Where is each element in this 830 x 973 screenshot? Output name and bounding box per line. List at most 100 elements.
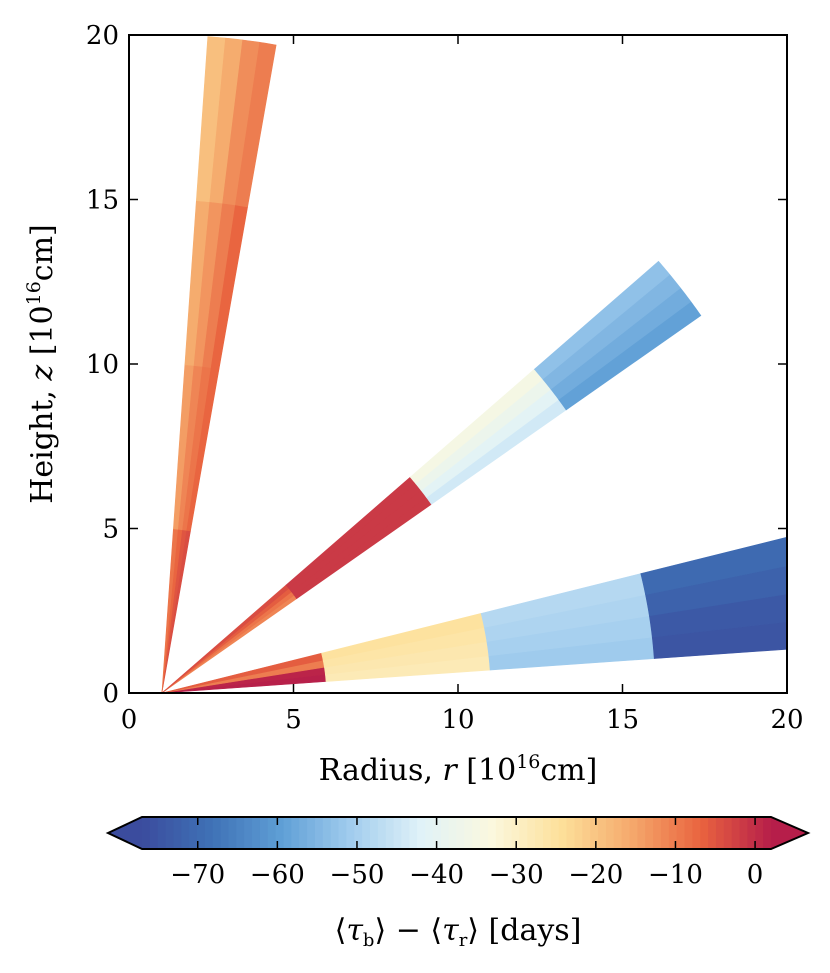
colorbar-segment <box>425 817 434 849</box>
colorbar-segment <box>448 817 458 849</box>
colorbar-segment <box>692 817 701 849</box>
wedge-cell <box>288 483 422 593</box>
x-tick-label: 0 <box>121 705 138 735</box>
wedge-cell <box>195 36 226 203</box>
colorbar-tick-label: −30 <box>489 860 544 890</box>
colorbar-segment <box>723 817 733 849</box>
colorbar-segment <box>220 817 230 849</box>
colorbar-segment <box>370 817 379 849</box>
colorbar-segment <box>535 817 544 849</box>
colorbar-segment <box>653 817 662 849</box>
colorbar-segment <box>236 817 245 849</box>
colorbar-segment <box>314 817 324 849</box>
colorbar-tick-label: −40 <box>409 860 464 890</box>
x-tick-label: 20 <box>770 705 803 735</box>
colorbar-segment <box>605 817 615 849</box>
colorbar-segment <box>197 817 206 849</box>
colorbar-segment <box>598 817 607 849</box>
colorbar-segment <box>440 817 450 849</box>
colorbar-segment <box>464 817 473 849</box>
colorbar-segment <box>487 817 497 849</box>
wedge-cell <box>291 490 427 596</box>
colorbar-segment <box>212 817 222 849</box>
colorbar-segment <box>173 817 182 849</box>
colorbar-segment <box>417 817 426 849</box>
x-tick-label: 5 <box>285 705 302 735</box>
colorbar-segment <box>259 817 269 849</box>
colorbar-segment <box>472 817 481 849</box>
colorbar-tick-label: −70 <box>170 860 225 890</box>
colorbar-segment <box>244 817 253 849</box>
wedge-cell <box>293 496 432 600</box>
colorbar-segment <box>252 817 261 849</box>
colorbar-segment <box>189 817 198 849</box>
colorbar-segment <box>621 817 631 849</box>
wedge-cell <box>640 536 787 595</box>
colorbar-segment <box>582 817 591 849</box>
wedge-steep <box>161 36 277 693</box>
colorbar-segment <box>377 817 387 849</box>
colorbar-segment <box>590 817 599 849</box>
wedge-cell <box>533 260 671 380</box>
colorbar-segment <box>629 817 638 849</box>
colorbar-tick-label: −10 <box>648 860 703 890</box>
colorbar-segment <box>346 817 355 849</box>
colorbar-tick-label: −20 <box>568 860 623 890</box>
wedge-mid <box>161 260 702 693</box>
colorbar-segment <box>322 817 332 849</box>
colorbar-segment <box>613 817 623 849</box>
colorbar-segment <box>731 817 741 849</box>
colorbar-segment <box>715 817 725 849</box>
colorbar-segment <box>708 817 717 849</box>
colorbar-tick-label: −50 <box>330 860 385 890</box>
x-axis-title: Radius, r [1016cm] <box>319 751 598 788</box>
colorbar-segment <box>275 817 285 849</box>
colorbar-segment <box>542 817 552 849</box>
colorbar-segment <box>700 817 709 849</box>
colorbar-segment <box>330 817 340 849</box>
colorbar-segment <box>480 817 489 849</box>
y-axis-title: Height, z [1016cm] <box>23 224 60 504</box>
y-tick-label: 20 <box>86 21 119 51</box>
y-tick-label: 0 <box>102 679 119 709</box>
colorbar-segment <box>660 817 670 849</box>
colorbar-segment <box>511 817 520 849</box>
colorbar-segment <box>165 817 175 849</box>
colorbar-tick-label: 0 <box>747 860 764 890</box>
colorbar-segment <box>755 817 764 849</box>
colorbar-label: ⟨τb⟩ − ⟨τr⟩ [days] <box>335 913 582 951</box>
colorbar-extend-low <box>108 817 142 849</box>
x-tick-label: 15 <box>606 705 639 735</box>
colorbar-segment <box>558 817 568 849</box>
colorbar-segment <box>362 817 371 849</box>
y-tick-label: 10 <box>86 350 119 380</box>
wedge-cell <box>420 388 560 498</box>
colorbar-segment <box>401 817 410 849</box>
colorbar-segment <box>763 817 772 849</box>
colorbar-segment <box>527 817 536 849</box>
axis-ticks: 0 5 10 15 20 0 5 10 15 20 <box>86 21 804 735</box>
colorbar-tick-label: −60 <box>250 860 305 890</box>
colorbar-segment <box>291 817 300 849</box>
colorbar-segment <box>574 817 583 849</box>
colorbar-segment <box>747 817 756 849</box>
colorbar-segment <box>668 817 678 849</box>
colorbar-segment <box>307 817 316 849</box>
colorbar-segment <box>385 817 395 849</box>
colorbar-segment <box>566 817 576 849</box>
wedge-shallow <box>161 536 787 693</box>
colorbar-segment <box>299 817 308 849</box>
colorbar-outline <box>105 816 811 850</box>
x-tick-label: 10 <box>441 705 474 735</box>
colorbar-segment <box>283 817 292 849</box>
colorbar-segment <box>637 817 646 849</box>
colorbar-segment <box>645 817 654 849</box>
colorbar-segment <box>338 817 348 849</box>
colorbar-segment <box>267 817 277 849</box>
y-tick-label: 5 <box>102 515 119 545</box>
wedge-cell <box>285 476 417 589</box>
colorbar-segment <box>519 817 528 849</box>
colorbar-segment <box>456 817 465 849</box>
colorbar-segment <box>503 817 513 849</box>
